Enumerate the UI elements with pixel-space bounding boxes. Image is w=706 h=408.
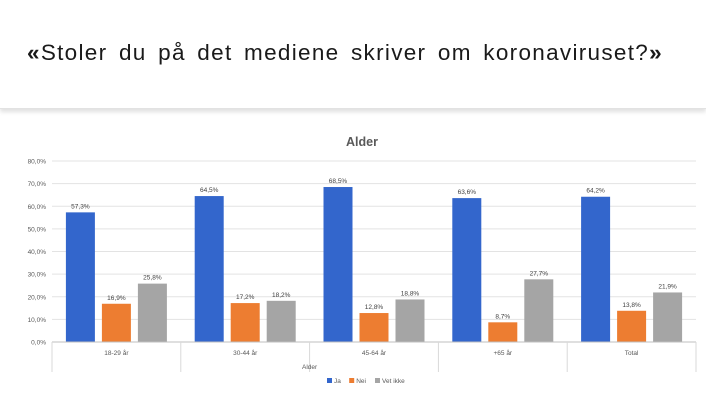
bar bbox=[266, 300, 296, 342]
data-label: 8,7% bbox=[495, 313, 510, 320]
y-tick-label: 60,0% bbox=[28, 204, 47, 211]
bar bbox=[230, 303, 260, 342]
data-label: 64,5% bbox=[200, 187, 219, 194]
y-tick-label: 10,0% bbox=[28, 317, 47, 324]
bar bbox=[395, 299, 425, 342]
data-label: 18,2% bbox=[272, 292, 291, 299]
bar bbox=[452, 198, 482, 342]
y-tick-label: 30,0% bbox=[28, 272, 47, 279]
close-quote: » bbox=[649, 40, 663, 65]
bar bbox=[524, 279, 554, 342]
bar bbox=[65, 212, 95, 342]
bar-chart: Alder 0,0% 10,0% 20,0% 30,0% 40,0% 50,0% 60,0%… bbox=[28, 135, 697, 385]
y-tick-label: 70,0% bbox=[28, 181, 47, 188]
bar bbox=[488, 322, 518, 342]
bar bbox=[581, 196, 611, 342]
bars: 57,3% 16,9% 25,8% 64,5% 17,2% 18,2% 68,5% 12,8%… bbox=[65, 178, 683, 342]
data-label: 68,5% bbox=[329, 178, 348, 185]
bar bbox=[323, 187, 353, 342]
y-tick-label: 50,0% bbox=[28, 226, 47, 233]
slide-header: «Stoler du på det mediene skriver om kor… bbox=[0, 0, 706, 109]
bar bbox=[101, 303, 131, 342]
data-label: 17,2% bbox=[236, 294, 255, 301]
y-tick-label: 80,0% bbox=[28, 159, 47, 166]
legend-swatch bbox=[327, 378, 332, 383]
bar bbox=[194, 196, 224, 342]
legend-swatch bbox=[375, 378, 380, 383]
legend-swatch bbox=[349, 378, 355, 383]
legend-label: Vet ikke bbox=[382, 378, 405, 385]
x-tick-label: 45-64 år bbox=[362, 349, 387, 357]
x-axis: 18-29 år 30-44 år 45-64 år +65 år Total Alder bbox=[51, 341, 697, 372]
data-label: 16,9% bbox=[107, 295, 126, 302]
bar bbox=[653, 292, 683, 342]
data-label: 12,8% bbox=[365, 304, 384, 311]
y-tick-label: 20,0% bbox=[28, 294, 47, 301]
y-tick-label: 0,0% bbox=[31, 340, 46, 347]
data-label: 13,8% bbox=[622, 302, 641, 309]
data-label: 63,6% bbox=[458, 189, 477, 196]
data-label: 21,9% bbox=[658, 283, 677, 290]
y-axis: 0,0% 10,0% 20,0% 30,0% 40,0% 50,0% 60,0% 70,0% 8… bbox=[28, 159, 47, 347]
x-tick-label: +65 år bbox=[493, 349, 512, 357]
x-tick-label: 18-29 år bbox=[104, 349, 129, 357]
legend: Ja Nei Vet ikke bbox=[327, 378, 405, 385]
data-label: 27,7% bbox=[530, 270, 549, 277]
x-axis-title: Alder bbox=[302, 364, 318, 371]
bar bbox=[359, 313, 389, 342]
data-label: 25,8% bbox=[143, 275, 162, 282]
headline-text: Stoler du på det mediene skriver om koro… bbox=[40, 40, 650, 65]
open-quote: « bbox=[27, 40, 41, 65]
y-tick-label: 40,0% bbox=[28, 249, 47, 256]
x-tick-label: Total bbox=[625, 350, 639, 357]
chart-title: Alder bbox=[346, 135, 378, 149]
data-label: 57,3% bbox=[71, 203, 90, 210]
x-tick-label: 30-44 år bbox=[233, 349, 258, 357]
slide-headline: «Stoler du på det mediene skriver om kor… bbox=[27, 40, 663, 66]
data-label: 18,8% bbox=[401, 290, 420, 297]
bar bbox=[617, 310, 647, 342]
data-label: 64,2% bbox=[586, 188, 605, 195]
legend-label: Nei bbox=[356, 378, 366, 385]
legend-label: Ja bbox=[334, 378, 341, 385]
bar bbox=[137, 283, 167, 342]
chart-area: Alder 0,0% 10,0% 20,0% 30,0% 40,0% 50,0% 60,0%… bbox=[0, 118, 706, 403]
